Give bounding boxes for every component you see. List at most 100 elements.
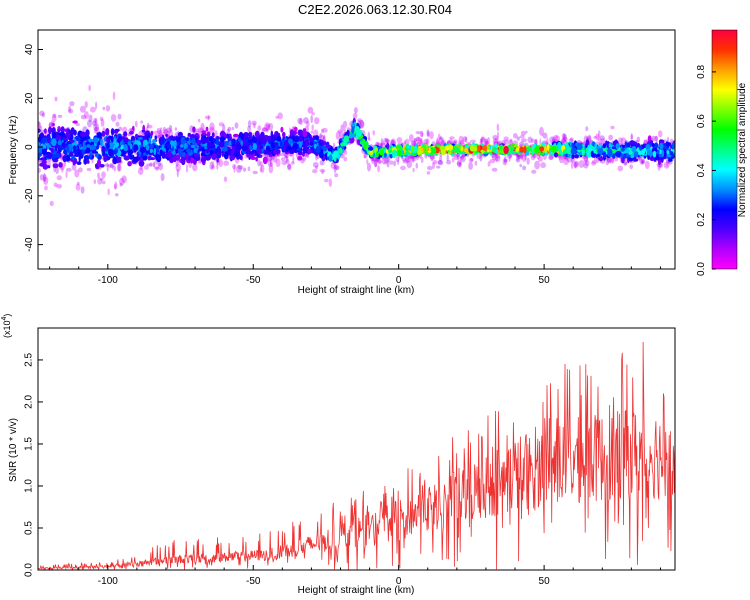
spectrogram-cell [338, 147, 343, 154]
spectrogram-cell [374, 162, 378, 167]
spectrogram-cell [492, 135, 498, 140]
spectrogram-cell [328, 154, 333, 162]
spectrogram-cell [261, 128, 268, 133]
spectrogram-cell [152, 139, 156, 144]
spectrogram-cell [172, 136, 178, 140]
spectrogram-cell [49, 200, 54, 207]
spectrogram-cell [503, 158, 508, 163]
spectrogram-cell [453, 139, 458, 144]
spectrogram-cell [218, 140, 225, 148]
spectrogram-cell [72, 142, 78, 146]
spectrogram-cell [629, 164, 634, 170]
spectrogram-cell [425, 144, 428, 153]
spectrogram-cell [375, 150, 379, 158]
spectrogram-cell [483, 138, 489, 147]
spectrogram-cell [243, 167, 247, 172]
spectrogram-cell [134, 120, 138, 128]
spectrogram-cell [150, 130, 154, 136]
spectrogram-cell [175, 136, 182, 142]
spectrogram-cell [356, 131, 359, 140]
spectrogram-cell [570, 147, 577, 155]
spectrogram-cell [38, 121, 41, 130]
spectrogram-cell [121, 136, 126, 140]
spectrogram-cell [108, 164, 114, 169]
spectrogram-cell [526, 157, 530, 165]
spectrogram-marks [38, 84, 675, 207]
spectrogram-cell [209, 126, 215, 134]
spectrogram-cell [603, 151, 607, 159]
spectrogram-cell [309, 141, 314, 146]
spectrogram-cell [402, 159, 407, 164]
spectrogram-cell [376, 160, 383, 164]
spectrogram-cell [665, 142, 672, 147]
spectrogram-cell [516, 136, 520, 141]
spectrogram-cell [436, 137, 439, 146]
spectrogram-cell [426, 171, 431, 175]
spectrogram-cell [132, 125, 135, 132]
spectrogram-cell [458, 135, 464, 144]
spectrogram-cell [605, 160, 609, 166]
spectrogram-cell [66, 145, 70, 154]
spectrogram-cell [62, 155, 67, 163]
spectrogram-cell [115, 193, 119, 197]
spectrogram-cell [110, 128, 115, 136]
spectrogram-cell [46, 143, 50, 149]
spectrogram-cell [129, 130, 134, 135]
snr-x-label: Height of straight line (km) [298, 585, 415, 596]
spectrogram-cell [285, 145, 292, 151]
spectrogram-cell [520, 130, 526, 136]
spectrogram-cell [548, 154, 554, 161]
spectrogram-cell [252, 143, 257, 150]
spectrogram-cell [281, 148, 285, 153]
spectrogram-cell [198, 127, 202, 134]
spectrogram-cell [563, 137, 568, 143]
spectrogram-cell [268, 123, 274, 131]
spectrogram-cell [342, 120, 348, 129]
spectrogram-cell [515, 154, 520, 161]
spectrogram-y-axis: -40 -20 0 20 40 [24, 44, 43, 252]
spectrogram-cell [561, 138, 565, 144]
spectrogram-cell [50, 147, 54, 153]
spectrogram-cell [555, 135, 561, 142]
spectrogram-cell [421, 131, 424, 138]
spectrogram-cell [247, 166, 251, 172]
spectrogram-cell [314, 117, 320, 125]
spectrogram-cell [581, 155, 587, 159]
spectrogram-cell [97, 141, 101, 145]
spectrogram-cell [98, 154, 101, 159]
spectrogram-cell [361, 139, 366, 143]
spectrogram-cell [453, 146, 460, 154]
spectrogram-cell [611, 146, 616, 150]
spectrogram-cell [159, 149, 163, 156]
spectrogram-cell [261, 126, 268, 132]
spectrogram-cell [100, 177, 104, 181]
spectrogram-cell [83, 145, 87, 150]
spectrogram-cell [135, 133, 139, 139]
spectrogram-cell [403, 140, 407, 145]
spectrogram-cell [360, 120, 364, 128]
spectrogram-cell [574, 154, 579, 159]
spectrogram-cell [319, 160, 325, 166]
spectrogram-cell [310, 115, 314, 124]
spectrogram-cell [397, 149, 403, 157]
spectrogram-cell [99, 116, 104, 122]
spectrogram-cell [105, 105, 111, 112]
spectrogram-cell [494, 155, 501, 162]
spectrogram-cell [314, 165, 319, 170]
spectrogram-cell [303, 117, 309, 124]
spectrogram-cell [649, 140, 654, 144]
spectrogram-cell [160, 173, 165, 182]
colorbar-tick-label: 0.8 [696, 64, 707, 78]
spectrogram-cell [292, 142, 299, 150]
spectrogram-cell [94, 118, 98, 124]
spectrogram-cell [319, 152, 324, 159]
spectrogram-cell [159, 127, 163, 133]
spectrogram-cell [623, 161, 628, 165]
spectrogram-cell [232, 164, 237, 170]
spectrogram-cell [437, 160, 444, 166]
spectrogram-cell [55, 166, 59, 175]
spectrogram-cell [117, 163, 121, 171]
spectrogram-cell [224, 140, 229, 148]
spectrogram-cell [396, 137, 403, 144]
spectrogram-cell [668, 158, 673, 162]
